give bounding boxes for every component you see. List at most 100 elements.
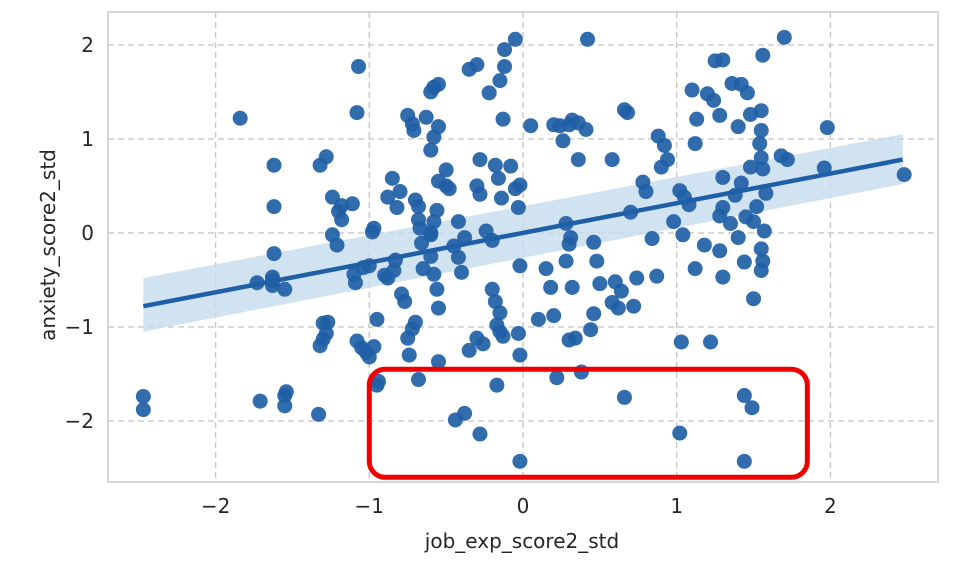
data-point [454,264,470,280]
data-point [472,152,488,168]
data-point [580,31,596,47]
data-point [715,269,731,285]
data-point [616,389,632,405]
data-point [481,85,497,101]
data-point [684,82,700,98]
data-point [644,231,660,247]
data-point [696,237,712,253]
data-point [712,208,728,224]
data-point [418,109,434,125]
axes-frame [107,11,939,483]
data-point [896,167,912,183]
regression-line-group [142,157,904,309]
data-point [736,388,752,404]
data-point [426,266,442,282]
data-point [510,325,526,341]
regression-line [142,157,904,309]
data-point [749,199,765,215]
x-axis-label: job_exp_score2_std [424,529,619,553]
data-point [653,159,669,175]
y-tick-label: 1 [81,127,94,151]
data-point [689,111,705,127]
data-point [426,214,442,230]
data-point [649,268,665,284]
data-point [406,122,422,138]
data-point [495,111,511,127]
data-point [484,281,500,297]
data-point [461,342,477,358]
data-point [779,152,795,168]
data-point [278,384,294,400]
data-point [687,261,703,277]
data-point [586,306,602,322]
y-tick-label: −2 [65,409,94,433]
data-point [730,119,746,135]
data-point [423,225,439,241]
data-point [377,267,393,283]
data-point [629,270,645,286]
data-point [589,253,605,269]
data-point [561,332,577,348]
data-point [430,119,446,135]
data-point [673,334,689,350]
data-point [507,31,523,47]
data-point [329,237,345,253]
data-point [450,249,466,265]
data-point [266,246,282,262]
data-point [736,254,752,270]
data-point [512,258,528,274]
data-point [620,105,636,121]
y-tick-label: −1 [65,315,94,339]
data-point [744,400,760,416]
data-point [736,453,752,469]
data-point [344,196,360,212]
data-point [703,334,719,350]
data-point [675,227,691,243]
data-point [564,279,580,295]
data-point [512,453,528,469]
data-point [739,85,755,101]
data-point [715,52,731,68]
x-tick-labels: −2 −1 0 1 2 [201,494,837,518]
data-point [380,189,396,205]
data-point [351,59,367,75]
data-point [549,370,565,386]
data-point [349,105,365,121]
data-point [347,275,363,291]
data-point [512,347,528,363]
data-point [410,199,426,215]
data-point [492,73,508,89]
data-point [753,122,769,138]
data-point [819,120,835,136]
data-point [429,281,445,297]
data-point [318,149,334,165]
data-point [742,159,758,175]
data-point [753,150,769,166]
data-point [401,347,417,363]
data-point [543,279,559,295]
annotations [366,366,810,480]
data-point [753,263,769,278]
data-point [706,92,722,108]
y-tick-labels: −2 −1 0 1 2 [65,33,94,433]
y-tick-label: 0 [81,221,94,245]
data-point [369,311,385,327]
data-point [489,377,505,393]
data-point [512,177,528,193]
data-point [497,42,513,58]
data-point [666,214,682,230]
data-point [592,276,608,292]
data-point [277,398,293,414]
x-tick-label: −1 [355,494,384,518]
data-point [497,59,513,75]
data-point [656,137,672,153]
data-point [457,405,473,421]
data-point [610,300,626,316]
data-point [604,152,620,168]
data-point [366,220,382,236]
y-axis-label: anxiety_score2_std [36,149,60,341]
data-point [232,110,248,126]
data-point [369,377,385,393]
data-point [311,406,327,422]
data-point [135,402,151,418]
